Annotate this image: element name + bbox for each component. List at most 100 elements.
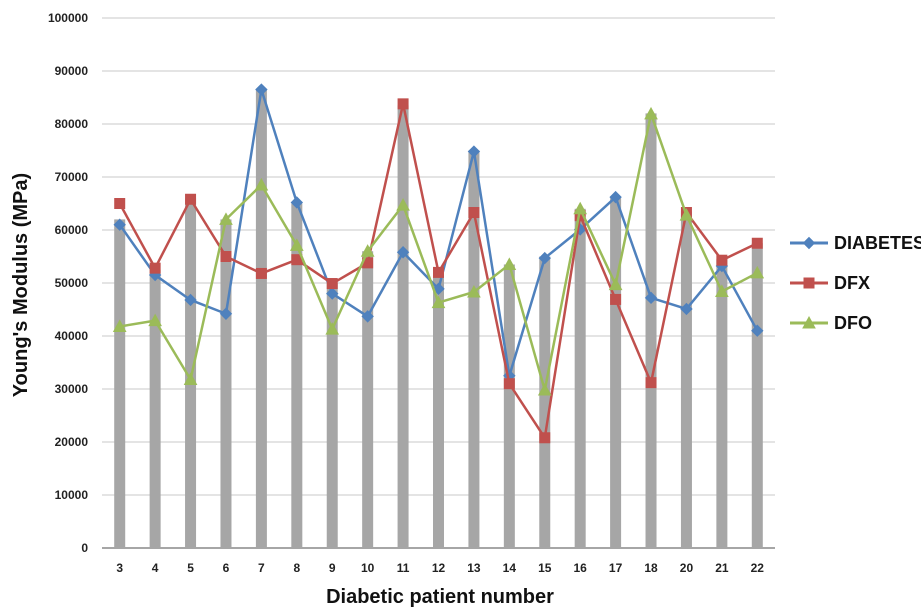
data-point-dfx	[149, 262, 161, 274]
data-point-diabetes	[290, 196, 304, 209]
data-point-dfx	[114, 198, 126, 209]
y-axis-ticks: 0 10000 20000 30000 40000 50000 60000 70000 8000…	[48, 11, 88, 555]
x-tick-label: 16	[574, 561, 588, 575]
data-point-diabetes	[184, 293, 197, 307]
x-tick-label: 4	[152, 561, 159, 575]
data-point-dfx	[220, 251, 232, 262]
x-tick-label: 18	[644, 561, 658, 575]
data-point-dfo	[644, 106, 658, 120]
x-tick-label: 9	[329, 561, 336, 575]
legend-label-dfo: DFO	[834, 313, 872, 333]
data-point-dfx	[468, 207, 480, 219]
data-point-dfx	[751, 237, 763, 249]
bar	[397, 105, 409, 548]
y-tick-label: 80000	[55, 117, 89, 131]
data-point-dfo	[360, 244, 375, 257]
data-point-dfo	[325, 322, 340, 335]
data-point-dfo	[431, 295, 446, 309]
y-tick-label: 100000	[48, 11, 88, 25]
x-tick-label: 15	[538, 561, 552, 575]
data-point-dfo	[183, 372, 198, 385]
legend: DIABETES DFX DFO	[790, 233, 921, 333]
bar	[362, 251, 374, 548]
bar	[716, 259, 728, 548]
x-tick-label: 14	[503, 561, 517, 575]
data-point-dfo	[219, 212, 233, 225]
x-tick-label: 13	[467, 561, 481, 575]
y-tick-label: 30000	[55, 382, 89, 396]
data-point-diabetes	[538, 251, 551, 265]
data-point-diabetes	[255, 83, 268, 96]
data-point-dfx	[185, 193, 197, 205]
line-series	[112, 83, 765, 444]
bar	[220, 219, 232, 548]
y-tick-label: 10000	[55, 488, 89, 502]
y-axis-label: Young's Modulus (MPa)	[10, 173, 32, 397]
bar	[149, 269, 161, 548]
x-tick-label: 3	[116, 561, 123, 575]
data-point-dfo	[502, 257, 517, 270]
x-tick-label: 21	[715, 561, 729, 575]
x-tick-label: 10	[361, 561, 375, 575]
data-point-diabetes	[396, 246, 410, 259]
data-point-diabetes	[361, 310, 374, 323]
series-dfo	[112, 106, 765, 396]
data-point-dfo	[254, 177, 269, 191]
data-point-dfx	[716, 254, 728, 266]
bar	[574, 208, 586, 549]
data-point-diabetes	[751, 324, 764, 337]
legend-item-dfo: DFO	[790, 313, 872, 333]
legend-label-diabetes: DIABETES	[834, 233, 921, 253]
bar	[291, 203, 303, 548]
x-tick-label: 17	[609, 561, 623, 575]
y-tick-label: 40000	[55, 329, 89, 343]
x-tick-label: 11	[397, 561, 410, 575]
y-tick-label: 50000	[55, 276, 89, 290]
data-point-diabetes	[113, 218, 126, 231]
data-point-diabetes	[326, 287, 339, 300]
data-point-dfx	[255, 267, 267, 279]
bar	[468, 150, 480, 548]
x-tick-label: 8	[293, 561, 300, 575]
data-point-dfo	[608, 277, 623, 291]
bar	[610, 198, 622, 548]
bar	[255, 89, 267, 549]
data-point-dfo	[715, 284, 729, 297]
bar	[326, 283, 338, 548]
legend-marker-dfx	[803, 277, 815, 289]
x-axis-label: Diabetic patient number	[326, 586, 554, 608]
legend-item-dfx: DFX	[790, 273, 870, 293]
bar-series	[114, 89, 763, 549]
y-tick-label: 60000	[55, 223, 89, 237]
bar	[114, 219, 126, 548]
bar	[680, 211, 692, 548]
data-point-dfx	[503, 378, 515, 390]
x-tick-label: 20	[680, 561, 694, 575]
y-tick-label: 70000	[55, 170, 89, 184]
x-tick-label: 6	[223, 561, 230, 575]
data-point-dfx	[433, 266, 444, 278]
data-point-diabetes	[219, 307, 233, 320]
bar	[503, 264, 515, 548]
data-point-dfo	[679, 208, 694, 221]
data-point-dfx	[610, 293, 622, 305]
data-point-dfo	[148, 313, 162, 327]
data-point-dfx	[645, 377, 657, 389]
data-point-diabetes	[467, 145, 481, 158]
data-point-diabetes	[644, 291, 658, 305]
data-point-dfo	[467, 284, 481, 298]
x-tick-label: 7	[258, 561, 265, 575]
data-point-dfx	[397, 98, 409, 110]
bar	[433, 272, 444, 548]
y-tick-label: 20000	[55, 435, 89, 449]
y-tick-label: 90000	[55, 64, 89, 78]
y-tick-label: 0	[81, 541, 88, 555]
data-point-diabetes	[609, 190, 622, 204]
legend-marker-dfo	[802, 315, 816, 329]
data-point-dfo	[396, 198, 410, 211]
data-point-dfx	[539, 432, 551, 444]
bar	[539, 256, 551, 548]
data-point-dfo	[112, 319, 127, 332]
data-point-dfx	[326, 278, 338, 290]
